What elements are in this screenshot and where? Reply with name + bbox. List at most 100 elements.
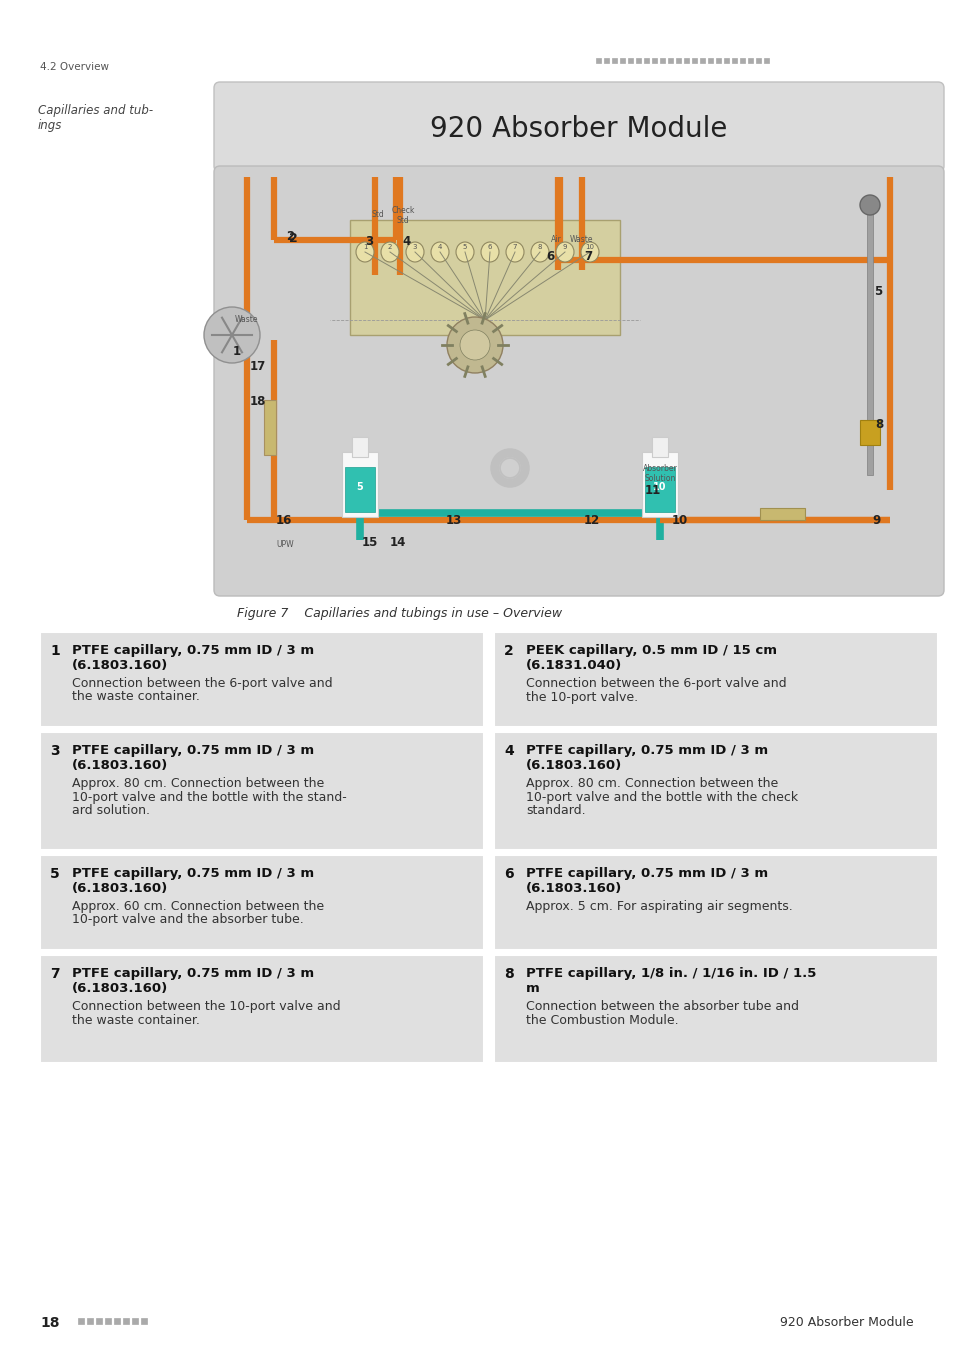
Text: 6: 6 [503, 867, 513, 882]
Text: Approx. 5 cm. For aspirating air segments.: Approx. 5 cm. For aspirating air segment… [525, 900, 792, 913]
Bar [643, 58, 648, 63]
Text: the Combustion Module.: the Combustion Module. [525, 1014, 678, 1026]
Ellipse shape [380, 242, 398, 262]
Text: Absorber
Solution: Absorber Solution [642, 464, 677, 483]
Text: 10: 10 [653, 482, 666, 491]
Bar [644, 467, 675, 512]
Bar [691, 58, 697, 63]
Text: PTFE capillary, 1/8 in. / 1/16 in. ID / 1.5: PTFE capillary, 1/8 in. / 1/16 in. ID / … [525, 967, 816, 980]
Bar [612, 58, 617, 63]
Bar [760, 508, 804, 520]
Text: (6.1803.160): (6.1803.160) [71, 659, 168, 672]
Circle shape [459, 329, 490, 360]
Ellipse shape [355, 242, 374, 262]
Bar [676, 58, 680, 63]
Text: 8: 8 [503, 967, 514, 981]
Text: 4.2 Overview: 4.2 Overview [40, 62, 109, 72]
Text: Approx. 80 cm. Connection between the: Approx. 80 cm. Connection between the [525, 778, 778, 790]
Bar [40, 855, 483, 950]
Text: PTFE capillary, 0.75 mm ID / 3 m: PTFE capillary, 0.75 mm ID / 3 m [71, 644, 314, 657]
Bar [641, 452, 678, 517]
Text: PTFE capillary, 0.75 mm ID / 3 m: PTFE capillary, 0.75 mm ID / 3 m [71, 967, 314, 980]
Text: (6.1803.160): (6.1803.160) [71, 981, 168, 995]
Text: 1: 1 [233, 346, 241, 358]
Text: 18: 18 [250, 396, 266, 408]
Bar [866, 194, 872, 475]
Bar [683, 58, 688, 63]
Text: 5: 5 [50, 867, 60, 882]
Bar [141, 1318, 147, 1324]
Ellipse shape [505, 242, 523, 262]
Bar [494, 855, 937, 950]
Text: 1: 1 [362, 244, 367, 250]
Text: 17: 17 [250, 360, 266, 373]
Text: 9: 9 [871, 514, 880, 526]
Bar [740, 58, 744, 63]
Text: Capillaries and tub-
ings: Capillaries and tub- ings [38, 104, 153, 132]
Bar [87, 1318, 92, 1324]
Text: Std: Std [372, 211, 384, 219]
Bar [40, 954, 483, 1062]
Text: Air: Air [550, 235, 560, 244]
Text: 4: 4 [401, 235, 410, 248]
Bar [123, 1318, 129, 1324]
Text: 2: 2 [503, 644, 514, 657]
Bar [659, 58, 664, 63]
Text: 8: 8 [874, 418, 882, 431]
Bar [345, 467, 375, 512]
Text: 5: 5 [356, 482, 363, 491]
Bar [78, 1318, 84, 1324]
Bar [700, 58, 704, 63]
Text: 8: 8 [537, 244, 541, 250]
Text: 5: 5 [873, 285, 882, 298]
Bar [731, 58, 737, 63]
Text: UPW: UPW [276, 540, 294, 549]
Bar [651, 437, 667, 458]
Text: (6.1803.160): (6.1803.160) [71, 882, 168, 895]
Text: 3: 3 [413, 244, 416, 250]
Bar [494, 632, 937, 728]
Text: 2: 2 [286, 230, 294, 243]
Text: 3: 3 [50, 744, 59, 757]
FancyBboxPatch shape [213, 166, 943, 595]
Text: 5: 5 [462, 244, 467, 250]
Ellipse shape [556, 242, 574, 262]
Ellipse shape [480, 242, 498, 262]
Text: 12: 12 [583, 514, 599, 526]
Bar [596, 58, 600, 63]
Text: 2: 2 [388, 244, 392, 250]
Text: 10: 10 [585, 244, 594, 250]
Text: 920 Absorber Module: 920 Absorber Module [780, 1316, 913, 1328]
Text: 11: 11 [644, 485, 660, 497]
Text: PTFE capillary, 0.75 mm ID / 3 m: PTFE capillary, 0.75 mm ID / 3 m [525, 744, 767, 757]
Bar [707, 58, 712, 63]
Text: (6.1803.160): (6.1803.160) [525, 882, 621, 895]
Bar [763, 58, 768, 63]
Text: (6.1803.160): (6.1803.160) [525, 759, 621, 772]
Text: the waste container.: the waste container. [71, 1014, 200, 1026]
FancyBboxPatch shape [213, 82, 943, 171]
Bar [603, 58, 608, 63]
Text: 18: 18 [40, 1316, 59, 1330]
Text: 6: 6 [545, 250, 554, 263]
Circle shape [204, 306, 260, 363]
Text: 7: 7 [583, 250, 592, 263]
Bar [494, 732, 937, 850]
Bar [40, 732, 483, 850]
Bar [341, 452, 377, 517]
Bar [747, 58, 752, 63]
Text: ard solution.: ard solution. [71, 805, 150, 817]
Bar [716, 58, 720, 63]
Text: 1: 1 [50, 644, 60, 657]
Bar [264, 400, 275, 455]
Ellipse shape [580, 242, 598, 262]
Bar [96, 1318, 102, 1324]
Text: Approx. 60 cm. Connection between the: Approx. 60 cm. Connection between the [71, 900, 324, 913]
Text: 2: 2 [289, 232, 297, 244]
Text: the waste container.: the waste container. [71, 690, 200, 703]
Text: 9: 9 [562, 244, 567, 250]
Text: Waste: Waste [570, 235, 593, 244]
Text: PTFE capillary, 0.75 mm ID / 3 m: PTFE capillary, 0.75 mm ID / 3 m [525, 867, 767, 880]
Text: PEEK capillary, 0.5 mm ID / 15 cm: PEEK capillary, 0.5 mm ID / 15 cm [525, 644, 776, 657]
Text: Connection between the 6-port valve and: Connection between the 6-port valve and [525, 676, 786, 690]
